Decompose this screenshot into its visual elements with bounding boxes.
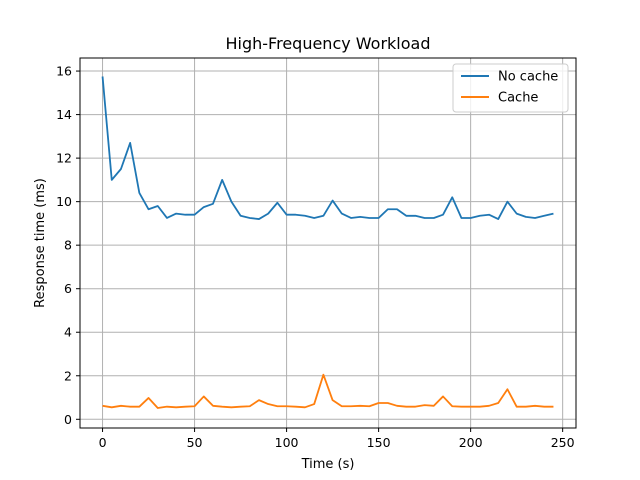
y-tick-label: 14 [56, 107, 72, 122]
axis-ticks: 0 50 100 150 200 250 0 2 4 6 8 10 12 14 16 [56, 64, 575, 450]
x-tick-label: 100 [275, 435, 299, 450]
series-line-no-cache [101, 76, 554, 220]
y-tick-label: 2 [64, 368, 72, 383]
y-tick-label: 12 [56, 151, 72, 166]
x-tick-label: 0 [99, 435, 107, 450]
y-tick-label: 4 [64, 325, 72, 340]
x-tick-label: 200 [459, 435, 483, 450]
x-axis-label: Time (s) [301, 457, 355, 472]
y-tick-label: 16 [56, 64, 72, 79]
series-group [101, 76, 554, 409]
chart-title: High-Frequency Workload [226, 34, 431, 53]
grid [80, 58, 576, 428]
y-tick-label: 6 [64, 281, 72, 296]
plot-frame [79, 57, 577, 429]
y-tick-label: 10 [56, 194, 72, 209]
legend: No cache Cache [452, 63, 569, 113]
legend-label-cache: Cache [498, 91, 538, 106]
x-tick-label: 250 [551, 435, 575, 450]
x-tick-label: 50 [187, 435, 203, 450]
y-tick-label: 0 [64, 412, 72, 427]
series-line-cache [102, 373, 554, 409]
legend-label-no-cache: No cache [498, 70, 558, 85]
y-tick-label: 8 [64, 238, 72, 253]
y-axis-label: Response time (ms) [33, 178, 48, 308]
x-tick-label: 150 [367, 435, 391, 450]
